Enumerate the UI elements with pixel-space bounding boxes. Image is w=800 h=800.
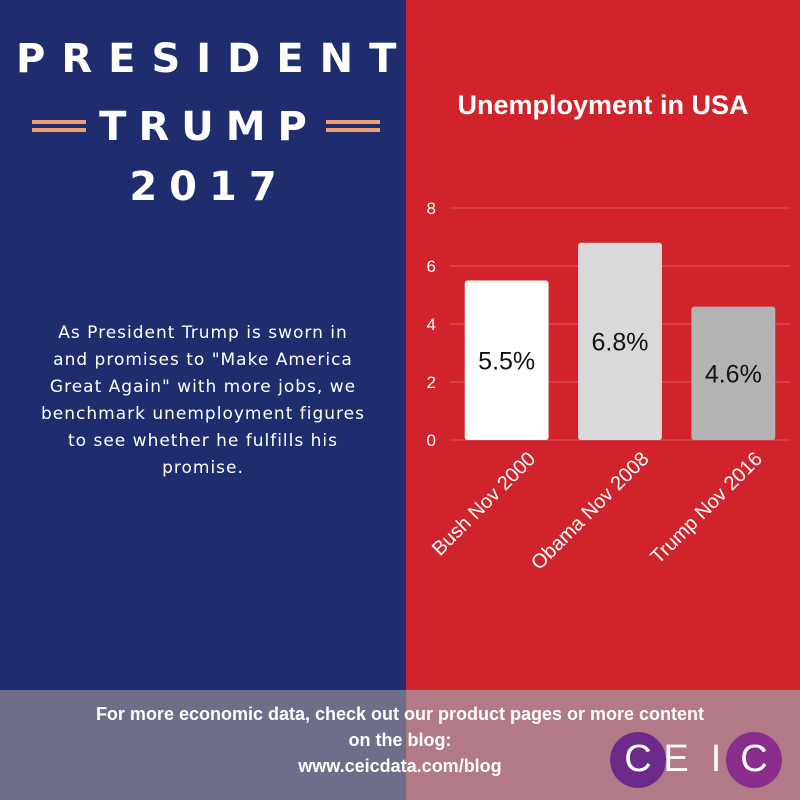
y-tick-label: 4 [427,315,436,334]
footer-url-link[interactable]: www.ceicdata.com/blog [298,756,502,776]
bar-chart: 0 2 4 6 8 5.5% Bush Nov 2000 6.8% Obama Nov 2008… [427,199,790,574]
description-text: As President Trump is sworn in and promi… [41,323,365,478]
data-label: 5.5% [478,347,535,375]
footer-text-line-2: on the blog: [348,730,452,750]
decorative-double-line-left [32,118,86,134]
logo-letter: I [710,738,722,780]
headline-line-2: TRUMP [99,104,319,150]
logo-circle [726,732,782,788]
x-category-label: Trump Nov 2016 [647,448,767,568]
logo-letter: E [663,738,689,780]
x-category-label: Obama Nov 2008 [527,448,653,574]
logo-letter: C [624,738,652,780]
footer: For more economic data, check out our pr… [0,690,800,800]
y-tick-label: 6 [427,257,436,276]
logo-circle [610,732,666,788]
data-label: 6.8% [592,328,649,356]
bar [464,280,549,440]
y-tick-label: 0 [427,431,436,450]
headline-line-1: PRESIDENT [16,36,413,82]
decorative-double-line-right [326,118,380,134]
data-label: 4.6% [705,360,762,388]
footer-text-line-1: For more economic data, check out our pr… [95,704,705,724]
bar [578,242,662,440]
x-category-label: Bush Nov 2000 [428,448,540,560]
left-panel [0,0,406,800]
logo-letter: C [740,738,768,780]
bar [691,306,776,440]
y-tick-label: 8 [427,199,436,218]
y-tick-label: 2 [427,373,436,392]
footer-left-band [0,690,406,800]
headline-line-3: 2017 [129,164,289,210]
ceic-logo[interactable]: C E I C [610,732,782,788]
chart-title: Unemployment in USA [457,90,749,120]
